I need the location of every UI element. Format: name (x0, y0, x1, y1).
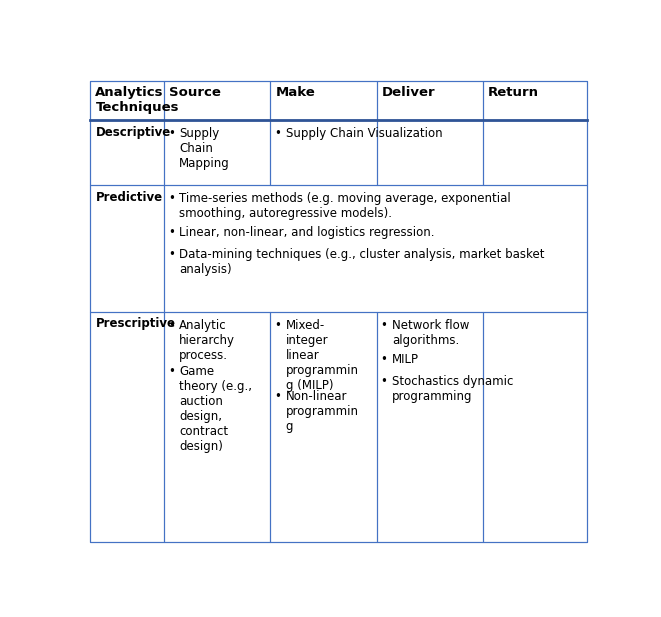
Text: Make: Make (276, 86, 315, 99)
Text: Data-mining techniques (e.g., cluster analysis, market basket
analysis): Data-mining techniques (e.g., cluster an… (179, 248, 545, 276)
Bar (270, 81, 377, 120)
Text: Analytic
hierarchy
process.: Analytic hierarchy process. (179, 319, 235, 362)
Bar (377, 81, 483, 120)
Text: •: • (381, 353, 387, 366)
Bar (164, 81, 270, 120)
Text: Supply Chain Visualization: Supply Chain Visualization (286, 128, 442, 141)
Text: Analytics
Techniques: Analytics Techniques (95, 86, 179, 114)
Text: •: • (168, 365, 175, 378)
Text: Network flow
algorithms.: Network flow algorithms. (392, 319, 469, 347)
Text: Deliver: Deliver (381, 86, 436, 99)
Bar (91, 81, 164, 120)
Text: •: • (168, 226, 175, 239)
Text: •: • (168, 192, 175, 205)
Text: Prescriptive: Prescriptive (95, 317, 175, 330)
Text: •: • (274, 128, 281, 141)
Text: Linear, non-linear, and logistics regression.: Linear, non-linear, and logistics regres… (179, 226, 435, 239)
Bar (483, 81, 587, 120)
Text: •: • (168, 128, 175, 141)
Text: Non-linear
programmin
g: Non-linear programmin g (286, 390, 358, 433)
Text: •: • (274, 319, 281, 332)
Text: •: • (381, 319, 387, 332)
Text: Game
theory (e.g.,
auction
design,
contract
design): Game theory (e.g., auction design, contr… (179, 365, 253, 453)
Text: •: • (381, 375, 387, 387)
Text: Mixed-
integer
linear
programmin
g (MILP): Mixed- integer linear programmin g (MILP… (286, 319, 358, 392)
Text: •: • (168, 248, 175, 261)
Text: MILP: MILP (392, 353, 419, 366)
Bar (164, 81, 270, 120)
Text: Time-series methods (e.g. moving average, exponential
smoothing, autoregressive : Time-series methods (e.g. moving average… (179, 192, 511, 220)
Text: Supply
Chain
Mapping: Supply Chain Mapping (179, 128, 230, 170)
Bar (483, 81, 587, 120)
Text: •: • (168, 319, 175, 332)
Text: Descriptive: Descriptive (95, 126, 171, 139)
Text: Predictive: Predictive (95, 191, 163, 204)
Text: Stochastics dynamic
programming: Stochastics dynamic programming (392, 375, 514, 403)
Text: Source: Source (169, 86, 221, 99)
Bar (377, 81, 483, 120)
Text: •: • (274, 390, 281, 403)
Text: Return: Return (488, 86, 539, 99)
Bar (270, 81, 377, 120)
Bar (91, 81, 164, 120)
